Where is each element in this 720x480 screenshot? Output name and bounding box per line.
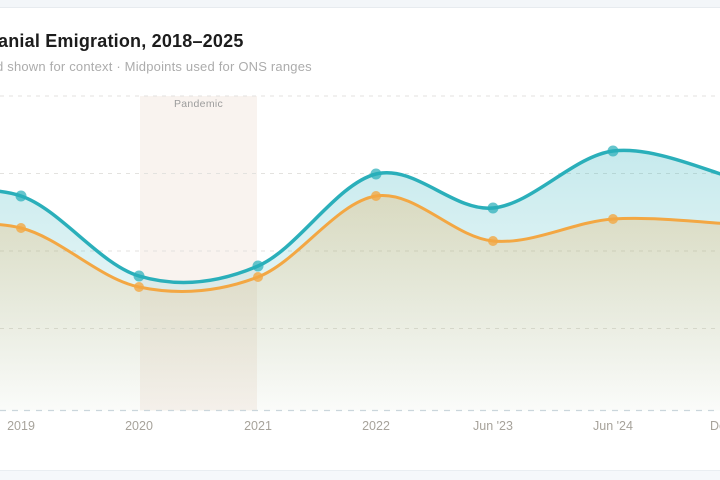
data-point-marker	[16, 223, 26, 233]
upper-teal-series-line	[0, 148, 720, 285]
page-background-bottom	[0, 470, 720, 480]
chart-title: anial Emigration, 2018–2025	[0, 31, 244, 51]
lower-orange-series-area	[0, 195, 720, 411]
x-axis-label: 2020	[125, 419, 153, 433]
data-point-marker	[134, 282, 144, 292]
chart-header: anial Emigration, 2018–2025 d shown for …	[0, 31, 312, 74]
x-axis-label: Dec '24	[710, 419, 720, 433]
data-point-marker	[371, 191, 381, 201]
x-axis-label: 2022	[362, 419, 390, 433]
x-axis-label: Jun '23	[473, 419, 513, 433]
x-axis-label: Jun '24	[593, 419, 633, 433]
x-axis-label: 2021	[244, 419, 272, 433]
data-point-marker	[607, 145, 619, 157]
data-point-marker	[608, 214, 618, 224]
pandemic-band-label: Pandemic	[174, 98, 223, 110]
page-background-top	[0, 0, 720, 8]
data-point-marker	[370, 168, 382, 180]
lower-orange-series-line	[0, 194, 720, 293]
chart-subtitle: d shown for context · Midpoints used for…	[0, 59, 312, 74]
x-axis-label: 2019	[7, 419, 35, 433]
data-point-marker	[487, 202, 499, 214]
data-point-marker	[252, 260, 264, 272]
data-point-marker	[488, 236, 498, 246]
data-point-marker	[15, 190, 27, 202]
data-point-marker	[253, 272, 263, 282]
data-point-marker	[133, 270, 145, 282]
